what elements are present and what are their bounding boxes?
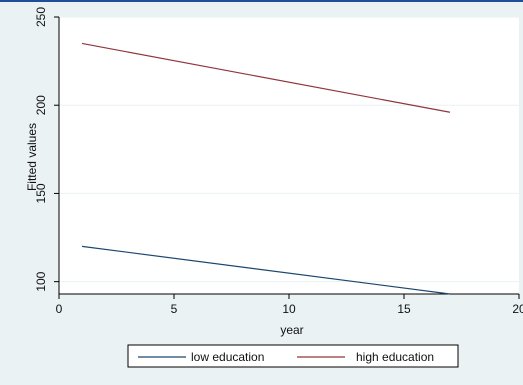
legend-box [127, 344, 459, 368]
y-axis-title: Fitted values [25, 123, 39, 191]
ticks: 100 150 200 250 0 5 10 15 20 [34, 7, 523, 316]
x-tick-label: 15 [397, 302, 411, 316]
series-line-low-education [81, 245, 451, 295]
y-tick-label: 250 [34, 7, 48, 27]
x-tick-label: 20 [512, 302, 523, 316]
series-line-high-education [81, 42, 451, 113]
series-lines [81, 42, 451, 295]
plot-area [59, 17, 519, 294]
x-tick-label: 5 [171, 302, 178, 316]
grid-lines [59, 16, 519, 283]
legend-label-high-education: high education [356, 350, 434, 364]
x-tick-label: 0 [56, 302, 63, 316]
y-tick-label: 200 [34, 95, 48, 115]
x-axis-title: year [280, 323, 303, 337]
legend: low education high education [127, 344, 459, 368]
x-tick-label: 10 [282, 302, 296, 316]
y-tick-label: 150 [34, 183, 48, 203]
y-tick-label: 100 [34, 271, 48, 291]
legend-label-low-education: low education [191, 350, 264, 364]
